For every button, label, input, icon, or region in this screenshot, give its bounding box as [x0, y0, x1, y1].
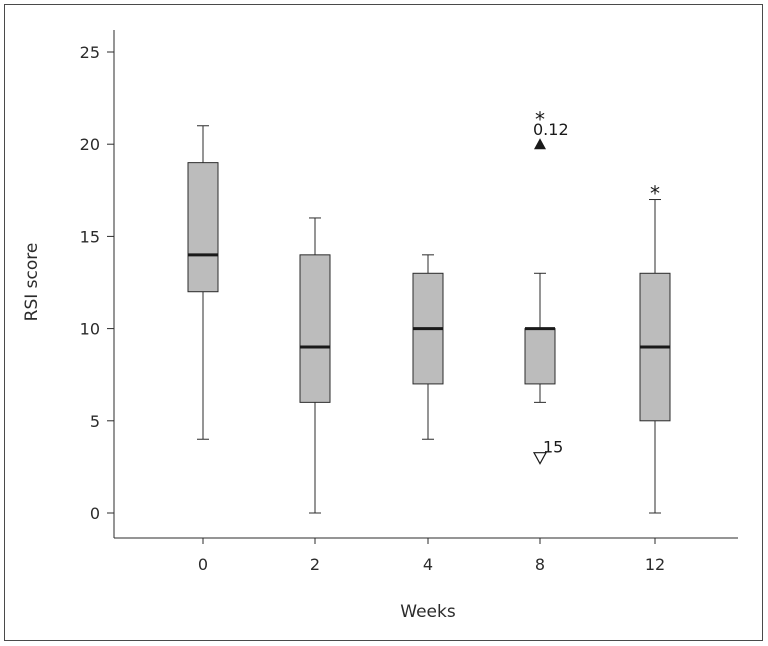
- axes: 0 5 10 15 20 25 0 2 4 8 12: [80, 30, 738, 574]
- y-axis-title: RSI score: [22, 243, 42, 322]
- outlier-marker-filled-triangle: [534, 138, 546, 150]
- x-axis-title: Weeks: [400, 602, 456, 622]
- boxes: [187, 125, 671, 514]
- y-tick-label: 20: [80, 135, 100, 154]
- x-tick-label: 8: [535, 555, 545, 574]
- box-week-8: [524, 272, 556, 403]
- significance-asterisk: *: [650, 181, 660, 205]
- iqr-box: [187, 162, 219, 293]
- y-tick-label: 5: [90, 412, 100, 431]
- iqr-box: [524, 328, 556, 385]
- x-tick-label: 0: [198, 555, 208, 574]
- box-week-12: [639, 199, 671, 514]
- y-tick-label: 10: [80, 320, 100, 339]
- outlier-marker-open-triangle: [532, 452, 548, 465]
- x-tick-label: 12: [645, 555, 665, 574]
- outlier-label: 15: [543, 438, 563, 457]
- y-tick-label: 0: [90, 504, 100, 523]
- box-week-0: [187, 125, 219, 440]
- box-week-4: [412, 254, 444, 440]
- significance-asterisk: *: [535, 108, 545, 132]
- figure-frame: [4, 4, 763, 641]
- y-tick-label: 25: [80, 43, 100, 62]
- x-tick-label: 4: [423, 555, 433, 574]
- box-week-2: [299, 217, 331, 514]
- markers-and-annotations: 0.12 15 * *: [532, 108, 660, 465]
- iqr-box: [299, 254, 331, 403]
- x-tick-label: 2: [310, 555, 320, 574]
- outlier-label: 0.12: [533, 120, 569, 139]
- y-tick-label: 15: [80, 227, 100, 246]
